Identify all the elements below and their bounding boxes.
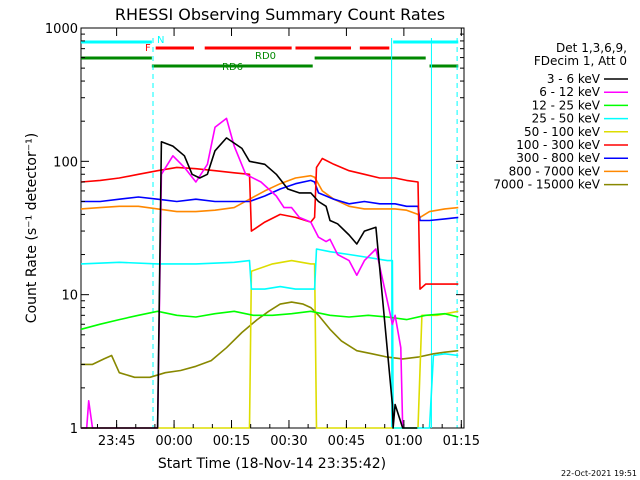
date-stamp: 22-Oct-2021 19:51 [561, 469, 637, 478]
series-line-12-25-kev [80, 310, 459, 331]
event-lines [152, 38, 458, 428]
status-bar-label: N [157, 35, 164, 46]
series-line-3-6-kev [81, 137, 418, 429]
status-bar-label: RD6 [222, 62, 243, 73]
x-tick-label: 00:00 [155, 434, 192, 449]
y-tick-label: 100 [53, 155, 78, 170]
series-line-100-300-kev [80, 157, 459, 290]
plot-area: NF RD0 RD6 23:45 00:00 00:15 00:30 00:45 01:00 0… [45, 22, 480, 449]
series-line-800-7000-kev [80, 174, 459, 219]
series-line-7000-15000-kev [81, 301, 459, 379]
series-line-300-800-kev [81, 179, 459, 222]
status-bars: NF RD0 RD6 [81, 35, 459, 73]
x-tick-label: 00:15 [213, 434, 250, 449]
legend-label: 3 - 6 keV [547, 72, 601, 86]
y-tick-label: 10 [61, 289, 78, 304]
axis-ticks: 23:45 00:00 00:15 00:30 00:45 01:00 01:15 1 10 10… [45, 22, 480, 449]
legend-label: 50 - 100 keV [524, 125, 601, 139]
legend-header-line-2: FDecim 1, Att 0 [534, 54, 627, 68]
chart-title: RHESSI Observing Summary Count Rates [115, 5, 445, 24]
legend-header-line-1: Det 1,3,6,9, [556, 41, 627, 55]
x-axis-label: Start Time (18-Nov-14 23:35:42) [158, 456, 386, 472]
legend-label: 25 - 50 keV [532, 112, 601, 126]
legend-label: 7000 - 15000 keV [493, 178, 600, 192]
legend-label: 100 - 300 keV [516, 138, 600, 152]
x-tick-label: 00:45 [328, 434, 365, 449]
series-line-6-12-kev [81, 117, 404, 429]
data-series [80, 117, 459, 429]
status-bar-label: RD0 [255, 51, 276, 62]
legend-label: 300 - 800 keV [516, 151, 600, 165]
legend-label: 6 - 12 keV [539, 85, 601, 99]
y-tick-label: 1 [70, 422, 78, 437]
y-tick-label: 1000 [45, 22, 78, 37]
plot-frame [80, 27, 465, 429]
x-tick-label: 23:45 [98, 434, 135, 449]
legend: Det 1,3,6,9, FDecim 1, Att 0 3 - 6 keV6 … [493, 41, 628, 192]
x-tick-label: 00:30 [270, 434, 307, 449]
x-tick-label: 01:00 [385, 434, 422, 449]
series-line-25-50-kev [80, 248, 459, 429]
legend-label: 800 - 7000 keV [509, 164, 601, 178]
y-axis-label: Count Rate (s⁻¹ detector⁻¹) [24, 133, 40, 323]
legend-label: 12 - 25 keV [532, 98, 601, 112]
x-tick-label: 01:15 [443, 434, 480, 449]
status-bar-label: F [145, 43, 151, 54]
